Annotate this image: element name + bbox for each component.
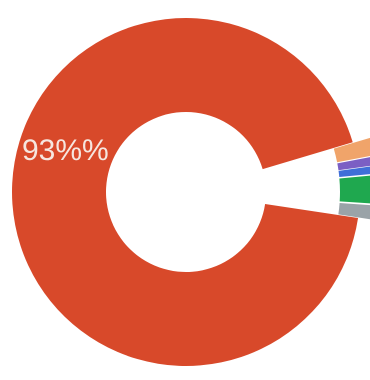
slice-4: [339, 175, 370, 204]
slice-2: [337, 157, 370, 171]
slice-0: [12, 18, 359, 367]
slice-5: [338, 203, 370, 220]
slice-3: [338, 166, 370, 178]
donut-slices: [12, 18, 370, 367]
slice-label-main: 93%%: [22, 134, 109, 167]
slice-1: [333, 137, 370, 163]
